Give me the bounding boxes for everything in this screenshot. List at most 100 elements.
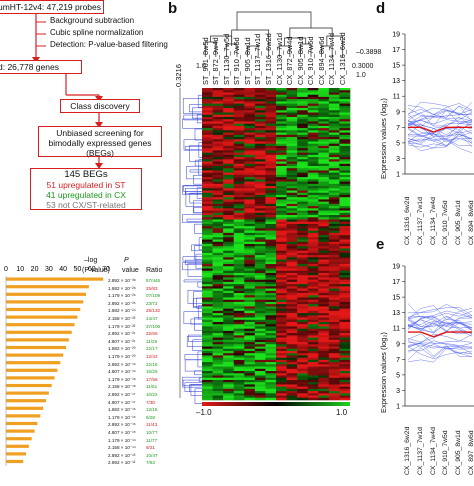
heatmap-cell xyxy=(233,215,245,218)
heatmap-cell xyxy=(286,226,298,229)
heatmap-cell xyxy=(307,174,319,178)
heatmap-cell xyxy=(265,364,277,367)
heatmap-cell xyxy=(265,373,277,376)
heatmap-cell xyxy=(233,348,245,352)
heatmap-cell xyxy=(244,183,256,187)
heatmap-cell xyxy=(339,119,351,122)
sample-dendro-branch xyxy=(231,29,270,57)
ratio: 14/47 xyxy=(146,316,158,321)
dendro-right-label-3: 1.0 xyxy=(356,72,366,79)
bar-24 xyxy=(6,459,24,464)
heatmap-cell xyxy=(265,344,277,347)
heatmap-cell xyxy=(223,308,235,312)
heatmap-cell xyxy=(307,342,319,345)
heatmap-cell xyxy=(318,215,330,218)
heatmap-cell xyxy=(265,299,277,303)
class-discovery-text: Class discovery xyxy=(70,101,130,111)
heatmap-cell xyxy=(223,112,235,116)
heatmap-cell xyxy=(244,272,256,276)
heatmap-cell xyxy=(202,393,213,396)
heatmap-cell xyxy=(254,186,266,189)
heatmap-cell xyxy=(318,154,330,158)
heatmap-cell xyxy=(328,194,340,198)
heatmap-cell xyxy=(297,272,309,276)
heatmap-cell xyxy=(265,277,277,280)
heatmap-cell xyxy=(265,132,277,136)
heatmap-cell xyxy=(307,183,319,187)
heatmap-cell xyxy=(244,377,256,381)
heatmap-cell xyxy=(233,257,245,260)
heatmap-cell xyxy=(276,88,287,91)
heatmap-cell xyxy=(276,384,287,387)
heatmap-cell xyxy=(339,157,351,160)
heatmap-cell xyxy=(339,237,351,240)
heatmap-cell xyxy=(265,172,277,176)
heatmap-cell xyxy=(254,199,266,202)
heatmap-cell xyxy=(254,161,266,165)
heatmap-cell xyxy=(233,235,245,238)
p-value: 1.179 × 10⁻²² xyxy=(108,323,136,329)
heatmap-cell xyxy=(318,212,330,216)
heatmap-cell xyxy=(202,219,213,223)
heatmap-cell xyxy=(286,112,298,116)
heatmap-cell xyxy=(297,393,309,396)
heatmap-cell xyxy=(286,255,298,258)
heatmap-cell xyxy=(212,114,224,118)
heatmap-cell xyxy=(339,270,351,274)
heatmap-cell xyxy=(233,92,245,95)
heatmap-cell xyxy=(202,275,213,278)
heatmap-cell xyxy=(297,186,309,189)
heatmap-cell xyxy=(233,143,245,147)
heatmap-cell xyxy=(254,203,266,207)
heatmap-cell xyxy=(276,395,287,399)
heatmap-cell xyxy=(328,359,340,363)
heatmap-cell xyxy=(254,137,266,140)
gene-dendro-branch xyxy=(186,218,202,222)
heatmap-cell xyxy=(212,304,224,307)
heatmap-cell xyxy=(233,288,245,292)
heatmap-cell xyxy=(307,304,319,307)
heatmap-cell xyxy=(202,108,213,111)
heatmap-cell xyxy=(307,310,319,314)
heatmap-cell xyxy=(254,108,266,111)
heatmap-cell xyxy=(223,215,235,218)
heatmap-cell xyxy=(339,223,351,227)
heatmap-cell xyxy=(297,96,309,100)
heatmap-cell xyxy=(339,371,351,374)
bar-chart xyxy=(5,276,104,466)
heatmap-cell xyxy=(254,139,266,142)
heatmap-cell xyxy=(202,190,213,194)
heatmap-cell xyxy=(339,96,351,100)
heatmap-cell xyxy=(223,141,235,145)
heatmap-cell xyxy=(328,179,340,182)
heatmap-cell xyxy=(297,268,309,272)
heatmap-cell xyxy=(202,359,213,363)
heatmap-cell xyxy=(223,277,235,280)
heatmap-cell xyxy=(276,355,287,358)
heatmap-cell xyxy=(307,395,319,399)
heatmap-cell xyxy=(339,255,351,258)
gene-dendro-branch xyxy=(183,311,202,325)
expression-line xyxy=(407,303,473,319)
bar-21 xyxy=(6,437,32,441)
heatmap-cell xyxy=(233,246,245,249)
gene-dendro-branch xyxy=(182,376,202,388)
heatmap-cell xyxy=(223,310,235,314)
begs-up-st: 51 upregulated in ST xyxy=(46,180,126,190)
heatmap-cell xyxy=(254,353,266,356)
heatmap-cell xyxy=(244,219,256,223)
heatmap-cell xyxy=(223,388,235,392)
panel-d-letter: d xyxy=(376,0,386,17)
heatmap-cell xyxy=(212,177,224,180)
heatmap-cell xyxy=(328,373,340,376)
heatmap-cell xyxy=(233,179,245,182)
heatmap-cell xyxy=(254,299,266,303)
heatmap-cell xyxy=(244,177,256,180)
heatmap-cell xyxy=(223,145,235,149)
heatmap-cell xyxy=(286,317,298,321)
heatmap-cell xyxy=(254,221,266,225)
heatmap-cell xyxy=(233,277,245,280)
heatmap-cell xyxy=(328,188,340,191)
heatmap-cell xyxy=(339,379,351,383)
ratio: 25/132 xyxy=(146,308,161,314)
